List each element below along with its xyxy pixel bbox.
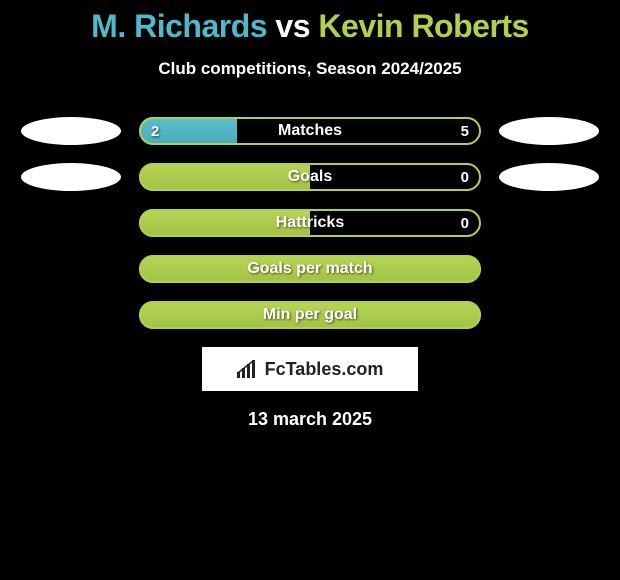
- ellipse-left: [21, 117, 121, 145]
- stat-label: Min per goal: [139, 301, 481, 329]
- ellipse-right: [499, 163, 599, 191]
- stat-rows: 25Matches 0Goals 0Hattricks Goals per match…: [0, 117, 620, 329]
- stat-row: Min per goal: [0, 301, 620, 329]
- branding-text: FcTables.com: [265, 359, 384, 380]
- stat-row: 0Hattricks: [0, 209, 620, 237]
- stat-bar: 25Matches: [139, 117, 481, 145]
- stat-bar: Min per goal: [139, 301, 481, 329]
- chart-icon: [237, 360, 259, 378]
- stat-row: 25Matches: [0, 117, 620, 145]
- comparison-infographic: M. Richards vs Kevin Roberts Club compet…: [0, 0, 620, 430]
- ellipse-left: [21, 163, 121, 191]
- subtitle: Club competitions, Season 2024/2025: [0, 59, 620, 79]
- date-label: 13 march 2025: [0, 409, 620, 430]
- stat-row: 0Goals: [0, 163, 620, 191]
- branding-badge: FcTables.com: [202, 347, 418, 391]
- stat-label: Goals per match: [139, 255, 481, 283]
- player1-name: M. Richards: [91, 8, 267, 44]
- stat-label: Hattricks: [139, 209, 481, 237]
- page-title: M. Richards vs Kevin Roberts: [0, 0, 620, 45]
- stat-row: Goals per match: [0, 255, 620, 283]
- stat-label: Matches: [139, 117, 481, 145]
- vs-label: vs: [275, 8, 310, 44]
- stat-bar: 0Hattricks: [139, 209, 481, 237]
- ellipse-right: [499, 117, 599, 145]
- stat-label: Goals: [139, 163, 481, 191]
- player2-name: Kevin Roberts: [318, 8, 528, 44]
- stat-bar: Goals per match: [139, 255, 481, 283]
- stat-bar: 0Goals: [139, 163, 481, 191]
